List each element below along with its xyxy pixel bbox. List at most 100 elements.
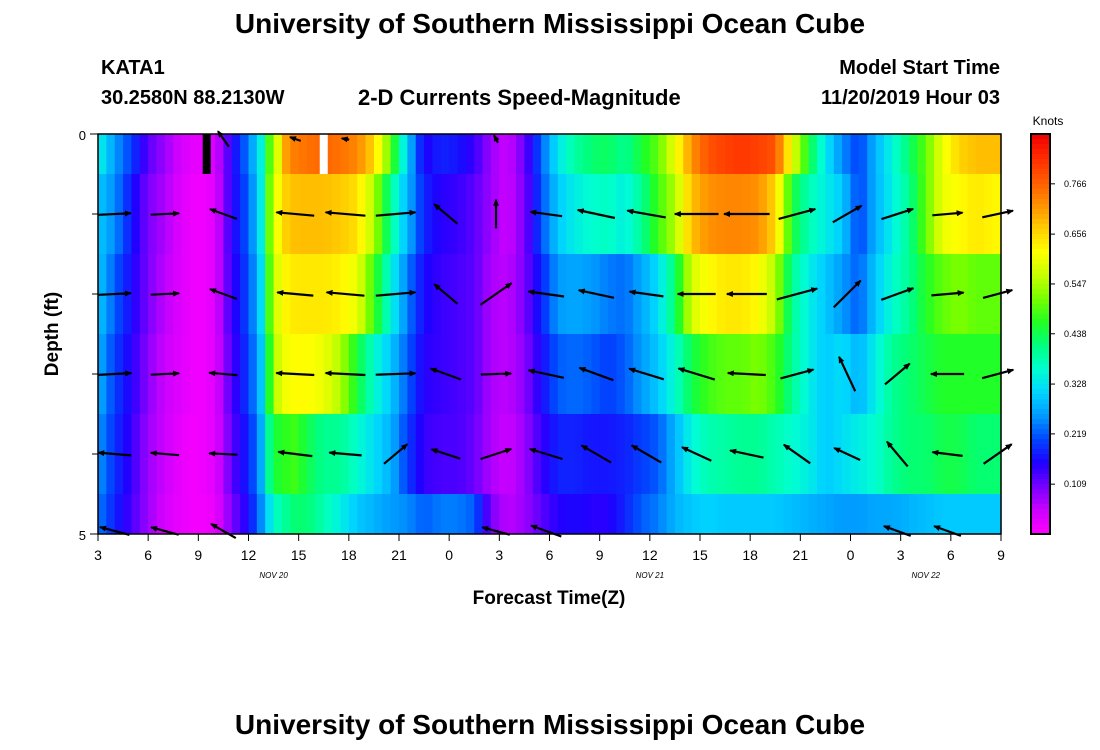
heatmap-cell (950, 494, 960, 534)
current-arrow (681, 446, 712, 462)
x-tick-label: 3 (897, 547, 905, 563)
heatmap-cell (399, 494, 408, 534)
heatmap-cell (98, 134, 107, 174)
heatmap-cell (449, 254, 459, 334)
heatmap-cell (875, 174, 885, 254)
heatmap-cell (842, 494, 852, 534)
heatmap-cell (817, 414, 827, 494)
x-tick-label: 9 (997, 547, 1005, 563)
colorbar-swatch (1031, 219, 1050, 225)
heatmap-cell (148, 494, 158, 534)
heatmap-cell (432, 414, 442, 494)
current-arrow (982, 288, 1014, 299)
colorbar-swatch (1031, 444, 1050, 450)
heatmap-cell (231, 494, 241, 534)
heatmap-cell (766, 134, 776, 174)
heatmap-cell (198, 494, 208, 534)
heatmap-cell (181, 494, 191, 534)
heatmap-cell (716, 334, 726, 414)
colorbar-swatch (1031, 474, 1050, 480)
colorbar-swatch (1031, 229, 1050, 235)
heatmap-cell (959, 174, 969, 254)
heatmap-cell (507, 174, 517, 254)
heatmap-cell (641, 494, 651, 534)
footer-title: University of Southern Mississippi Ocean… (234, 709, 866, 740)
heatmap-cell (524, 414, 534, 494)
heatmap-cell (984, 414, 994, 494)
heatmap-cell (833, 134, 843, 174)
heatmap-cell (215, 254, 225, 334)
current-arrow (97, 450, 132, 457)
heatmap-cell (708, 494, 718, 534)
current-arrow (375, 289, 417, 297)
heatmap-cell (231, 254, 241, 334)
x-tick-label: 3 (495, 547, 503, 563)
heatmap-cell (524, 334, 534, 414)
heatmap-cell (867, 134, 877, 174)
heatmap-cell (925, 174, 935, 254)
heatmap-cell (633, 254, 643, 334)
heatmap-cell (900, 334, 910, 414)
heatmap-cell (415, 134, 425, 174)
current-arrow (884, 362, 911, 386)
colorbar-swatch (1031, 489, 1050, 495)
heatmap-cell (900, 134, 910, 174)
colorbar-swatch (1031, 414, 1050, 420)
heatmap-cell (440, 494, 450, 534)
heatmap-cell (683, 414, 693, 494)
current-arrow (430, 448, 461, 460)
heatmap-cell (917, 494, 927, 534)
heatmap-cell (658, 414, 668, 494)
heatmap-cell (666, 254, 676, 334)
heatmap-cell (649, 414, 659, 494)
heatmap-cell (357, 414, 367, 494)
colorbar-swatch (1031, 494, 1050, 500)
heatmap-cell (206, 134, 216, 174)
heatmap-cell (123, 134, 133, 174)
heatmap-cell (574, 414, 584, 494)
heatmap (98, 134, 1002, 534)
heatmap-cell (858, 134, 868, 174)
heatmap-cell (357, 134, 367, 174)
heatmap-cell (766, 494, 776, 534)
heatmap-cell (290, 494, 300, 534)
heatmap-cell (917, 334, 927, 414)
heatmap-cell (582, 174, 592, 254)
current-arrow (527, 368, 565, 379)
heatmap-cell (808, 494, 818, 534)
colorbar-swatch (1031, 424, 1050, 430)
heatmap-cell (875, 334, 885, 414)
current-arrow (982, 443, 1013, 465)
colorbar-swatch (1031, 319, 1050, 325)
heatmap-cell (616, 414, 626, 494)
heatmap-cell (850, 414, 860, 494)
heatmap-cell (507, 134, 517, 174)
heatmap-cell (315, 414, 325, 494)
heatmap-cell (833, 414, 843, 494)
heatmap-cell (616, 334, 626, 414)
colorbar-swatch (1031, 439, 1050, 445)
heatmap-cell (566, 334, 576, 414)
heatmap-cell (265, 414, 275, 494)
colorbar-swatch (1031, 224, 1050, 230)
colorbar-swatch (1031, 339, 1050, 345)
heatmap-cell (407, 494, 417, 534)
heatmap-cell (139, 494, 149, 534)
heatmap-cell (98, 494, 107, 534)
heatmap-cell (323, 414, 333, 494)
heatmap-cell (975, 494, 985, 534)
heatmap-cell (984, 494, 994, 534)
gap-bar (202, 134, 211, 174)
heatmap-cell (206, 494, 216, 534)
heatmap-cell (265, 494, 275, 534)
heatmap-cell (967, 174, 977, 254)
heatmap-cell (850, 174, 860, 254)
heatmap-cell (340, 494, 350, 534)
heatmap-cell (649, 134, 659, 174)
heatmap-cell (925, 134, 935, 174)
heatmap-cell (858, 254, 868, 334)
heatmap-cell (867, 494, 877, 534)
heatmap-cell (114, 134, 124, 174)
heatmap-cell (532, 334, 542, 414)
heatmap-cell (415, 254, 425, 334)
